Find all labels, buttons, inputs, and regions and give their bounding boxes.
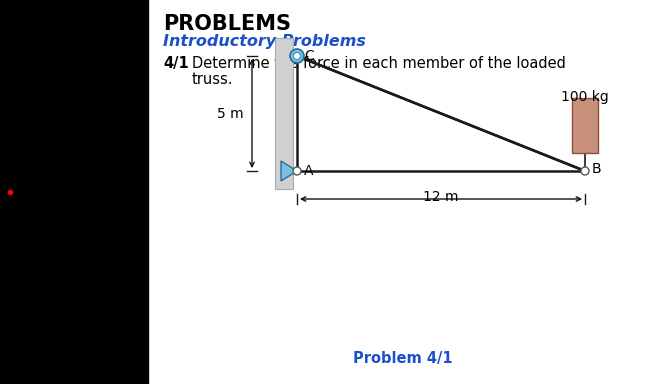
Text: PROBLEMS: PROBLEMS (163, 14, 291, 34)
Circle shape (290, 49, 304, 63)
Text: 12 m: 12 m (423, 190, 459, 204)
Text: A: A (304, 164, 313, 178)
Text: C: C (304, 49, 314, 63)
Circle shape (293, 167, 301, 175)
Bar (572, 98, 598, 153)
Circle shape (581, 167, 589, 175)
Text: 5 m: 5 m (217, 106, 244, 121)
Bar (0, 0, 148, 384)
Circle shape (294, 53, 300, 60)
Polygon shape (281, 161, 297, 181)
Text: B: B (592, 162, 602, 176)
Text: truss.: truss. (192, 72, 233, 87)
Bar (275, 38, 293, 189)
Text: Determine the force in each member of the loaded: Determine the force in each member of th… (192, 56, 566, 71)
Text: 100 kg: 100 kg (561, 90, 609, 104)
Text: 4/1: 4/1 (163, 56, 189, 71)
Text: Introductory Problems: Introductory Problems (163, 34, 366, 49)
Text: Problem 4/1: Problem 4/1 (353, 351, 452, 366)
